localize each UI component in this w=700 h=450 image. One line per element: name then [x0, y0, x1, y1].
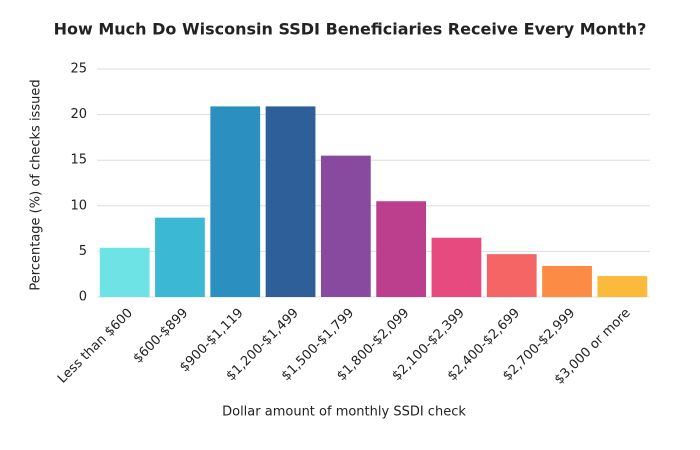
bar [486, 254, 537, 297]
x-axis-title: Dollar amount of monthly SSDI check [222, 405, 466, 420]
bar [597, 276, 648, 297]
y-tick-label: 15 [70, 153, 87, 168]
y-tick-label: 5 [79, 244, 87, 259]
x-tick-label: $600-$899 [131, 306, 192, 367]
bar [542, 265, 592, 297]
y-tick-label: 10 [70, 198, 87, 213]
bar [99, 247, 150, 297]
bar [320, 155, 371, 297]
y-tick-label: 0 [79, 290, 87, 305]
bar [431, 237, 482, 297]
bar [155, 217, 205, 297]
y-tick-label: 25 [70, 62, 87, 77]
x-tick-label: Less than $600 [55, 306, 136, 387]
chart-title: How Much Do Wisconsin SSDI Beneficiaries… [54, 20, 647, 39]
bar [265, 106, 316, 297]
bar [376, 201, 427, 297]
y-tick-label: 20 [70, 107, 87, 122]
y-axis-title: Percentage (%) of checks issued [29, 79, 44, 290]
bar [210, 106, 261, 297]
